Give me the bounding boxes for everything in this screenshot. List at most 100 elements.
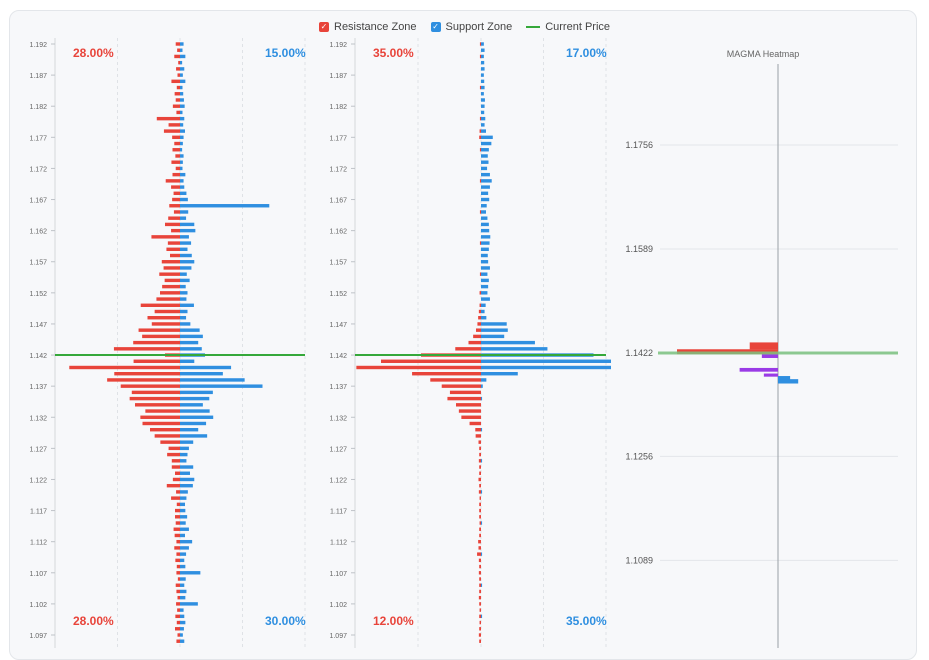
- panel2-resistance-bar: [479, 527, 481, 531]
- panel2-support-bar: [481, 92, 484, 96]
- panel1-resistance-bar: [120, 384, 180, 388]
- panel2-resistance-bar: [478, 316, 481, 320]
- panel1-resistance-bar: [176, 589, 180, 594]
- panel2-support-bar: [481, 614, 483, 619]
- panel1-resistance-bar: [172, 172, 180, 177]
- panel2-resistance-bar: [479, 303, 481, 307]
- panel1-tick-label: 1.112: [30, 540, 47, 547]
- panel1-resistance-bar: [171, 160, 180, 164]
- panel1-support-bar: [180, 92, 184, 96]
- panel1-support-bar: [180, 154, 184, 158]
- panel1-support-bar: [180, 166, 183, 171]
- panel1-tick-label: 1.117: [30, 509, 47, 516]
- panel1-resistance-bar: [163, 129, 180, 133]
- panel1-resistance-bar: [176, 110, 180, 115]
- panel1-support-bar: [180, 197, 188, 202]
- panel2-tick-label: 1.192: [329, 42, 347, 49]
- panel2-support-bar: [481, 459, 483, 463]
- panel2-tick-label: 1.122: [329, 477, 347, 484]
- panel2-support-bar: [481, 216, 488, 220]
- panel1-resistance-bar: [171, 465, 180, 469]
- panel1-support-bar: [180, 42, 184, 46]
- panel1-resistance-bar: [166, 483, 180, 488]
- panel1-resistance-bar: [173, 527, 180, 531]
- panel2-support-bar: [481, 197, 490, 202]
- panel1-support-bar: [180, 228, 196, 233]
- panel2-resistance-bar: [479, 483, 481, 488]
- panel2-resistance-bar: [479, 521, 481, 525]
- panel2-resistance-bar: [479, 583, 481, 587]
- panel2-resistance-bar: [477, 322, 481, 326]
- panel1-resistance-bar: [175, 508, 180, 513]
- panel2-resistance-bar: [479, 515, 481, 519]
- panel1-resistance-bar: [175, 515, 180, 519]
- panel2-support-bar: [481, 297, 490, 301]
- panel2-support-bar: [481, 284, 489, 289]
- panel2-support-bar: [481, 135, 493, 140]
- legend-item-current-price[interactable]: Current Price: [526, 18, 610, 36]
- panel1-support-bar: [180, 148, 183, 152]
- heatmap-title: MAGMA Heatmap: [727, 49, 800, 59]
- checkbox-checked-icon[interactable]: ✓: [430, 22, 441, 32]
- panel2-resistance-bar: [473, 334, 481, 339]
- panel1-resistance-bar: [69, 365, 180, 370]
- panel1-support-bar: [180, 415, 214, 419]
- heatmap-bar: [749, 342, 778, 350]
- legend-item-resistance[interactable]: ✓ Resistance Zone: [319, 18, 417, 36]
- panel1-support-bar: [180, 48, 183, 52]
- panel2-resistance-bar: [479, 496, 481, 500]
- panel1-support-bar: [180, 521, 186, 525]
- legend-item-support[interactable]: ✓ Support Zone: [430, 18, 512, 36]
- panel1-resistance-bar: [164, 278, 180, 283]
- panel1-support-bar: [180, 552, 187, 556]
- panel2-support-bar: [481, 148, 489, 152]
- checkbox-checked-icon[interactable]: ✓: [319, 22, 329, 32]
- panel2-support-bar: [481, 210, 486, 214]
- panel2-support-bar: [481, 228, 490, 233]
- panel1-support-bar: [180, 222, 195, 227]
- panel2-support-bar: [481, 98, 485, 102]
- panel2-resistance-bar: [441, 384, 481, 388]
- panel2-support-bar: [481, 359, 611, 363]
- panel1-resistance-bar: [175, 558, 180, 563]
- panel1-support-bar: [180, 396, 210, 401]
- panel1-support-bar: [180, 409, 210, 413]
- panel2-support-bar: [481, 583, 483, 587]
- panel1-resistance-bar: [175, 521, 180, 525]
- panel1-support-bar: [180, 260, 195, 264]
- panel1-support-bar: [180, 303, 194, 307]
- panel1-support-bar: [180, 54, 186, 59]
- panel2-resistance-bar: [478, 309, 481, 314]
- panel1-resistance-bar: [159, 272, 180, 276]
- panel1-tick-label: 1.137: [29, 384, 47, 391]
- panel2-resistance-bar: [478, 595, 481, 600]
- panel1-support-bar: [180, 191, 187, 196]
- panel2-support-bar: [481, 204, 487, 208]
- panel1-support-bar: [180, 515, 188, 519]
- panel1-resistance-bar: [172, 197, 180, 202]
- panel2-resistance-bar: [479, 210, 481, 214]
- panel1-resistance-bar: [177, 73, 180, 77]
- panel1-support-bar: [180, 496, 187, 500]
- panel1-resistance-bar: [166, 247, 180, 252]
- panel2-support-bar: [481, 67, 485, 71]
- panel2-support-bar: [481, 490, 483, 494]
- panel2-support-bar: [481, 54, 484, 59]
- panel1-support-bar: [180, 372, 223, 376]
- panel1-tick-label: 1.107: [29, 571, 47, 578]
- panel1-resistance-bar: [156, 116, 180, 121]
- panel1-support-bar: [180, 378, 245, 382]
- panel1-resistance-bar: [177, 608, 180, 612]
- panel2-resistance-bar: [412, 372, 481, 376]
- panel2-tick-label: 1.137: [329, 384, 347, 391]
- panel1-resistance-bar: [173, 191, 180, 196]
- panel1-resistance-bar: [171, 228, 180, 233]
- panel2-resistance-bar: [430, 378, 481, 382]
- panel2-resistance-bar: [478, 571, 481, 575]
- panel1-support-bar: [180, 427, 199, 432]
- panel2-resistance-bar: [458, 409, 481, 413]
- panel2-resistance-bar: [381, 359, 481, 363]
- panel1-resistance-bar: [174, 54, 180, 59]
- panel2-resistance-bar: [478, 539, 481, 544]
- panel1-tick-label: 1.152: [29, 291, 47, 298]
